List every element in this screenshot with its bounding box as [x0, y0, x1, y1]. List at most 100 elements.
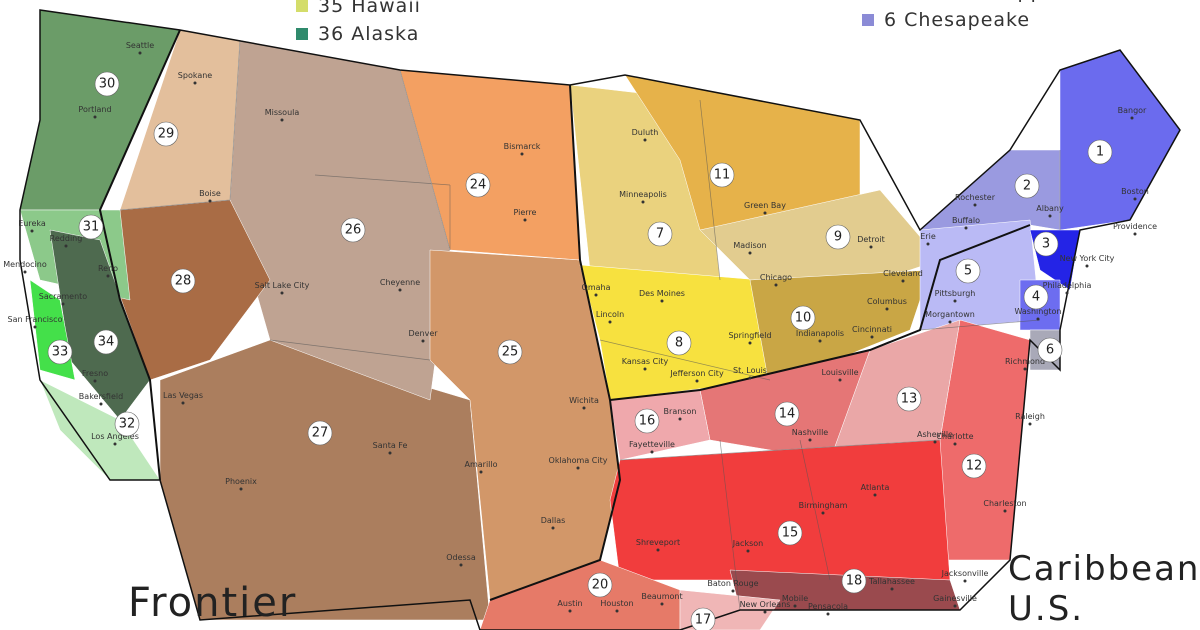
city-label: Fresno — [82, 369, 108, 378]
region-badge — [690, 607, 716, 630]
region-badge — [647, 221, 673, 247]
city-label: Redding — [50, 234, 83, 243]
city-label: Amarillo — [464, 460, 497, 469]
city-label: Green Bay — [744, 201, 786, 210]
city-label: Jackson — [732, 539, 763, 548]
city-label: Chicago — [760, 273, 792, 282]
legend-label: 6 Chesapeake — [884, 9, 1030, 31]
city-label: Gainesville — [933, 594, 977, 603]
city-label: Erie — [920, 232, 936, 241]
city-label: Seattle — [126, 41, 154, 50]
region-badge — [340, 217, 366, 243]
city-label: Buffalo — [952, 216, 980, 225]
city-dot — [1003, 509, 1007, 513]
city-label: Reno — [98, 264, 118, 273]
city-label: Rochester — [955, 193, 996, 202]
city-label: Jefferson City — [669, 369, 724, 378]
city-label: Boise — [199, 189, 221, 198]
city-dot — [280, 291, 284, 295]
city-dot — [23, 270, 27, 274]
city-label: Wichita — [569, 396, 599, 405]
city-dot — [459, 563, 463, 567]
city-dot — [608, 320, 612, 324]
region-badge — [497, 339, 523, 365]
region-badge — [666, 330, 692, 356]
region-number: 5 — [964, 264, 972, 279]
city-label: Pensacola — [808, 602, 848, 611]
region-number: 34 — [98, 335, 115, 350]
region-badge — [825, 224, 851, 250]
city-dot — [933, 440, 937, 444]
city-dot — [30, 229, 34, 233]
city-label: Tallahassee — [868, 577, 915, 586]
region-number: 3 — [1042, 237, 1050, 252]
region-number: 4 — [1032, 290, 1040, 305]
city-label: Bakersfield — [79, 392, 123, 401]
city-dot — [280, 118, 284, 122]
city-label: Phoenix — [225, 477, 257, 486]
city-label: Charlotte — [936, 432, 973, 441]
region-badge — [1023, 284, 1049, 310]
city-dot — [660, 602, 664, 606]
region-number: 11 — [714, 168, 731, 183]
city-dot — [731, 589, 735, 593]
region-number: 1 — [1096, 145, 1104, 160]
city-dot — [660, 299, 664, 303]
legend-swatch — [296, 28, 308, 40]
city-label: Omaha — [582, 283, 611, 292]
city-dot — [748, 341, 752, 345]
region-number: 32 — [119, 417, 136, 432]
city-label: Des Moines — [639, 289, 685, 298]
region-number: 6 — [1046, 343, 1054, 358]
region-number: 14 — [779, 407, 796, 422]
city-dot — [641, 200, 645, 204]
nation-border — [609, 224, 1031, 401]
city-dot — [181, 401, 185, 405]
region-badge — [955, 258, 981, 284]
city-dot — [953, 604, 957, 608]
region — [1059, 49, 1181, 231]
city-dot — [61, 302, 65, 306]
region-badge — [93, 329, 119, 355]
city-label: Springfield — [728, 331, 771, 340]
city-label: Atlanta — [861, 483, 890, 492]
city-label: Louisville — [822, 368, 859, 377]
city-dot — [695, 379, 699, 383]
city-label: St. Louis — [733, 366, 767, 375]
legend-swatch — [296, 0, 308, 12]
legend-label: 36 Alaska — [318, 23, 419, 45]
region-number: 12 — [966, 459, 983, 474]
city-dot — [964, 226, 968, 230]
region-badge — [709, 162, 735, 188]
city-dot — [1036, 317, 1040, 321]
city-dot — [1023, 367, 1027, 371]
city-label: Duluth — [632, 128, 659, 137]
city-dot — [106, 274, 110, 278]
city-label: Charleston — [983, 499, 1026, 508]
region-number: 17 — [695, 613, 712, 628]
region — [919, 149, 1061, 231]
city-dot — [746, 549, 750, 553]
region-number: 27 — [312, 426, 329, 441]
city-label: Mendocino — [3, 260, 47, 269]
region-number: 9 — [834, 230, 842, 245]
city-label: Baton Rouge — [707, 579, 758, 588]
city-label: Columbus — [867, 297, 907, 306]
region-numbers: 2726252829302478119102153461213141615182… — [47, 71, 1113, 630]
city-dot — [615, 609, 619, 613]
city-dot — [678, 417, 682, 421]
region-badge — [774, 401, 800, 427]
region-number: 20 — [592, 578, 609, 593]
city-label: Santa Fe — [373, 441, 408, 450]
city-dot — [93, 379, 97, 383]
city-label: Madison — [733, 241, 766, 250]
city-dot — [1048, 214, 1052, 218]
city-label: Cincinnati — [852, 325, 892, 334]
nation-border — [489, 84, 622, 601]
city-dot — [793, 604, 797, 608]
nation-border — [98, 29, 181, 481]
city-label: Beaumont — [641, 592, 682, 601]
city-dot — [953, 442, 957, 446]
city-label: Asheville — [917, 430, 953, 439]
city-dot — [643, 367, 647, 371]
